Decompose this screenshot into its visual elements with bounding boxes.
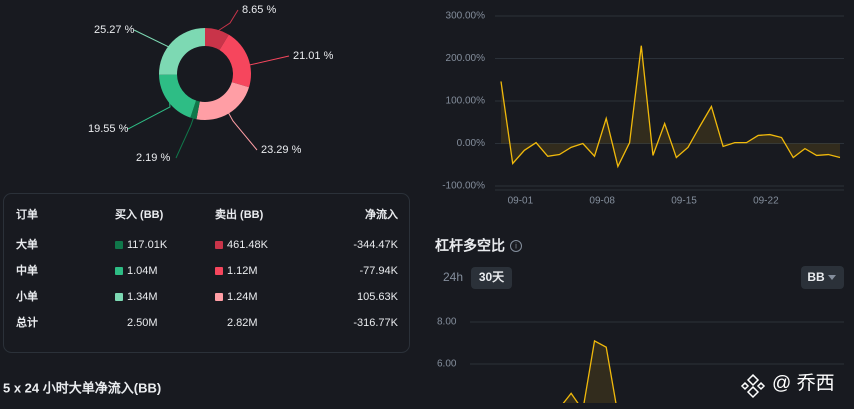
row-label: 大单 — [16, 237, 38, 251]
table-cell: 105.63K — [357, 291, 399, 303]
donut-label: 19.55 % — [88, 123, 129, 135]
y-tick-label: -100.00% — [442, 181, 485, 192]
leader-line — [127, 99, 171, 130]
unit-selector-label: BB — [807, 270, 825, 284]
leader-line — [133, 29, 176, 51]
watermark: @ 乔西 — [740, 372, 835, 399]
legend-swatch — [215, 241, 223, 249]
info-icon-glyph: i — [515, 242, 517, 251]
y-tick-label: 300.00% — [446, 11, 486, 22]
legend-swatch — [115, 293, 123, 301]
info-icon[interactable] — [510, 240, 522, 252]
unit-selector[interactable] — [801, 266, 844, 289]
donut-label: 25.27 % — [94, 24, 135, 36]
table-cell: 1.34M — [127, 291, 158, 303]
donut-slice — [190, 100, 200, 120]
table-header: 订单 — [16, 207, 38, 221]
table-cell: -77.94K — [359, 265, 398, 277]
legend-swatch — [215, 293, 223, 301]
tab-selected-bg[interactable] — [471, 267, 512, 289]
plot-area — [562, 339, 617, 403]
x-tick-label: 09-15 — [671, 196, 697, 207]
donut-label: 8.65 % — [242, 4, 276, 16]
y-tick-label: 0.00% — [457, 138, 485, 149]
table-header: 买入 (BB) — [115, 208, 164, 221]
table-cell: 1.12M — [227, 265, 258, 277]
table-cell: 117.01K — [127, 239, 168, 251]
y-tick-label: 6.00 — [437, 359, 457, 370]
x-tick-label: 09-08 — [589, 196, 615, 207]
legend-swatch — [215, 267, 223, 275]
leader-line — [216, 9, 239, 33]
section-title: 5 x 24 小时大单净流入(BB) — [3, 380, 161, 395]
donut-slice — [159, 74, 197, 118]
table-cell: 2.50M — [127, 317, 158, 329]
table-cell: 461.48K — [227, 239, 269, 251]
y-tick-label: 100.00% — [446, 96, 486, 107]
table-cell: 2.82M — [227, 317, 258, 329]
tab[interactable]: 30天 — [479, 270, 505, 284]
donut-slice — [205, 28, 229, 51]
watermark-text: @ 乔西 — [772, 372, 835, 394]
table-cell: -344.47K — [353, 239, 398, 251]
x-tick-label: 09-22 — [753, 196, 779, 207]
leader-line — [175, 116, 195, 159]
donut-label: 23.29 % — [261, 144, 302, 156]
legend-swatch — [115, 267, 123, 275]
table-cell: 1.04M — [127, 265, 158, 277]
table-cell: -316.77K — [353, 317, 398, 329]
legend-swatch — [115, 241, 123, 249]
table-header: 净流入 — [365, 207, 398, 221]
dropdown-arrow — [828, 275, 836, 280]
y-tick-label: 200.00% — [446, 53, 486, 64]
logo — [740, 373, 766, 399]
donut-label: 2.19 % — [136, 152, 170, 164]
donut-label: 21.01 % — [293, 50, 334, 62]
table-cell: 1.24M — [227, 291, 258, 303]
donut-slice — [159, 28, 205, 75]
line — [500, 45, 841, 169]
y-tick-label: 8.00 — [437, 317, 457, 328]
chart-title: 杠杆多空比 — [435, 238, 505, 254]
table-box — [3, 193, 410, 353]
leader-line — [244, 55, 290, 67]
tab[interactable]: 24h — [443, 270, 463, 284]
row-label: 中单 — [16, 263, 38, 277]
donut-slice — [219, 34, 251, 88]
row-label: 小单 — [15, 289, 38, 303]
row-label: 总计 — [16, 315, 38, 329]
donut-slice — [196, 82, 250, 120]
leader-line — [227, 111, 258, 151]
table-header: 卖出 (BB) — [215, 207, 264, 221]
x-tick-label: 09-01 — [508, 196, 534, 207]
